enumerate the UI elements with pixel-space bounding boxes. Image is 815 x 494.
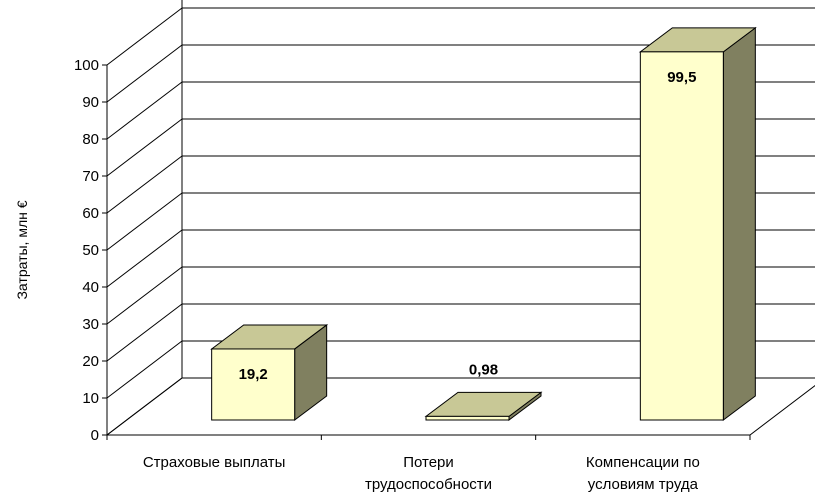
category-label: Страховые выплаты bbox=[143, 454, 286, 471]
side-wall-gridline bbox=[106, 81, 183, 140]
y-tick-label: 20 bbox=[82, 353, 99, 370]
side-wall-gridline bbox=[106, 192, 183, 251]
side-wall-gridline bbox=[106, 340, 183, 399]
bar-front bbox=[639, 51, 724, 421]
bar-front bbox=[425, 415, 510, 421]
y-axis-title: Затраты, млн € bbox=[14, 200, 30, 299]
side-wall-gridline bbox=[106, 303, 183, 362]
y-tick-label: 70 bbox=[82, 168, 99, 185]
bar-front bbox=[211, 348, 296, 421]
data-label: 19,2 bbox=[239, 366, 268, 383]
side-wall-gridline bbox=[106, 229, 183, 288]
category-label: Потери трудоспособности bbox=[365, 454, 492, 493]
y-tick-label: 10 bbox=[82, 390, 99, 407]
data-label: 0,98 bbox=[469, 361, 498, 378]
bar-side bbox=[722, 26, 756, 421]
y-tick-label: 30 bbox=[82, 316, 99, 333]
category-label: Компенсации по условиям труда bbox=[586, 454, 700, 493]
data-label: 99,5 bbox=[667, 69, 696, 86]
bar bbox=[210, 323, 329, 421]
y-tick-label: 100 bbox=[74, 57, 99, 74]
side-wall-gridline bbox=[106, 44, 183, 103]
bar bbox=[638, 26, 757, 421]
bar bbox=[424, 391, 543, 421]
y-tick-label: 80 bbox=[82, 131, 99, 148]
y-tick-label: 60 bbox=[82, 205, 99, 222]
labels: Страховые выплаты Потери трудоспособности К… bbox=[143, 69, 700, 493]
axes: 0 10 20 30 40 50 60 70 80 90 100 bbox=[74, 57, 751, 444]
bar-top bbox=[424, 391, 543, 417]
side-wall-gridline bbox=[106, 266, 183, 325]
side-wall-gridline bbox=[106, 118, 183, 177]
bars bbox=[210, 26, 757, 421]
y-tick-label: 0 bbox=[91, 427, 99, 444]
side-wall-gridline bbox=[106, 7, 183, 66]
side-wall-gridline bbox=[106, 377, 183, 436]
y-tick-label: 90 bbox=[82, 94, 99, 111]
side-wall-gridline bbox=[106, 155, 183, 214]
y-tick-label: 40 bbox=[82, 279, 99, 296]
y-tick-label: 50 bbox=[82, 242, 99, 259]
